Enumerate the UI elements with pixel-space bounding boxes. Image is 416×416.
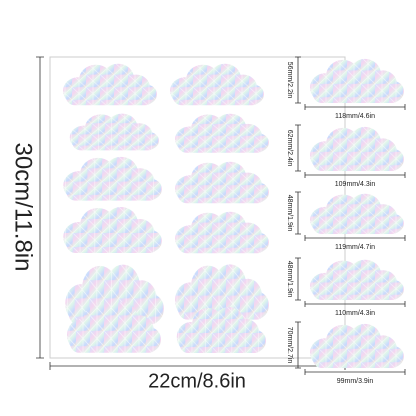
sheet-height: 30cm/11.8in — [10, 143, 37, 272]
height-dimension — [295, 191, 301, 235]
sticker-height: 62mm/2.4in — [286, 130, 293, 167]
sticker-width: 110mm/4.3in — [335, 310, 375, 317]
sticker-height: 48mm/1.9in — [286, 195, 293, 232]
width-dimension — [304, 104, 406, 110]
sticker-height: 56mm/2.2in — [286, 62, 293, 99]
width-dimension — [304, 235, 406, 241]
height-dimension — [295, 321, 301, 369]
width-dimension — [304, 369, 406, 375]
sticker-list: 56mm/2.2in 118mm/4.6in 62mm/2.4in 109mm/4.3… — [286, 56, 406, 385]
sticker-width: 119mm/4.7in — [335, 244, 375, 251]
width-dimension — [304, 172, 406, 178]
height-dimension — [295, 56, 301, 104]
sticker-height: 48mm/1.9in — [286, 261, 293, 298]
sticker-width: 118mm/4.6in — [335, 113, 375, 120]
width-dimension — [49, 362, 346, 370]
sheet-width: 22cm/8.6in — [148, 370, 246, 392]
sticker-width: 109mm/4.3in — [335, 181, 376, 188]
height-dimension — [295, 124, 301, 172]
height-dimension — [36, 56, 44, 359]
sticker-width: 99mm/3.9in — [337, 378, 374, 385]
width-dimension — [304, 301, 406, 307]
sticker-height: 70mm/2.7in — [286, 327, 293, 364]
height-dimension — [295, 257, 301, 301]
